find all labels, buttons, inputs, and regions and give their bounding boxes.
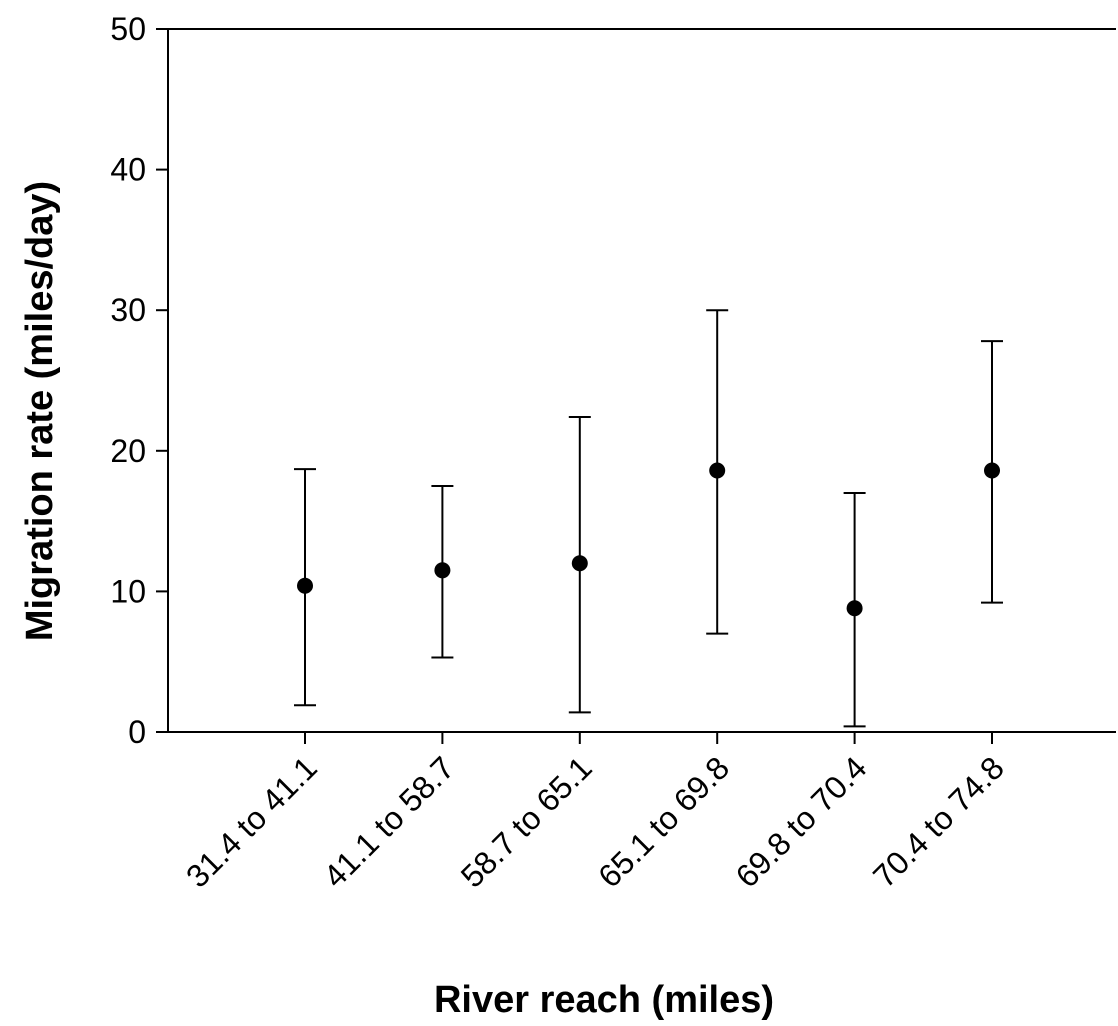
data-point [984, 462, 1000, 479]
axes [167, 28, 1116, 733]
data-point [846, 600, 863, 617]
y-tick-label: 30 [110, 292, 146, 328]
x-tick-label: 31.4 to 41.1 [179, 749, 324, 894]
x-tick-label: 41.1 to 58.7 [316, 749, 461, 894]
y-tick-label: 20 [110, 433, 146, 469]
y-tick-label: 40 [110, 152, 146, 188]
data-points [297, 462, 1000, 617]
y-tick-label: 0 [128, 714, 146, 750]
y-tick-label: 50 [110, 11, 146, 47]
x-tick-label: 70.4 to 74.8 [866, 749, 1011, 894]
x-tick-label: 58.7 to 65.1 [454, 749, 599, 894]
x-ticks: 31.4 to 41.141.1 to 58.758.7 to 65.165.1… [179, 732, 1011, 894]
x-axis-title: River reach (miles) [434, 979, 774, 1021]
y-tick-label: 10 [110, 573, 146, 609]
y-axis-title: Migration rate (miles/day) [19, 181, 61, 641]
error-bars [294, 309, 1003, 728]
data-point [297, 577, 313, 594]
x-tick-label: 69.8 to 70.4 [729, 749, 874, 894]
x-tick-label: 65.1 to 69.8 [591, 749, 736, 894]
data-point [709, 462, 726, 479]
data-point [434, 562, 451, 579]
y-ticks: 0 10 20 30 40 50 [110, 11, 168, 750]
data-point [571, 555, 588, 572]
